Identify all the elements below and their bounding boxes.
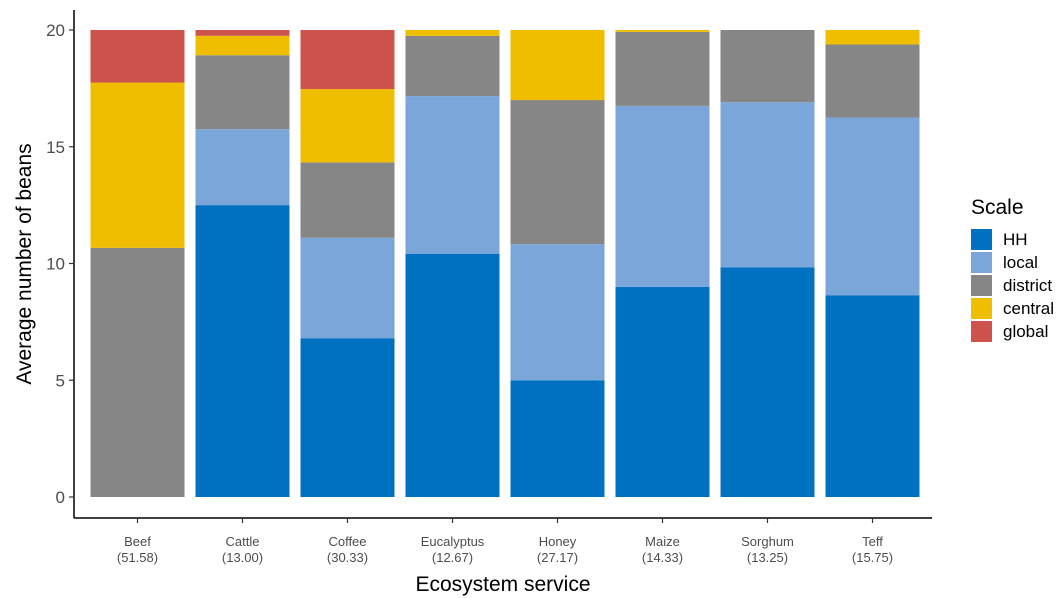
legend-swatch-local [971,252,992,273]
bar-coffee-district [300,162,395,238]
bar-cattle-hh [195,205,290,497]
bar-maize-district [615,31,710,106]
x-tick-sublabel-teff: (15.75) [852,550,893,565]
bar-beef-district [90,247,185,497]
x-tick-label-maize: Maize [645,534,680,549]
bar-beef-global [90,30,185,83]
bar-teff-hh [825,295,920,497]
legend-swatch-district [971,275,992,296]
y-tick-label: 10 [46,255,65,274]
bar-sorghum-hh [720,267,815,497]
x-tick-sublabel-eucalyptus: (12.67) [432,550,473,565]
bar-cattle-local [195,129,290,206]
legend-label-district: district [1003,276,1052,295]
legend-swatch-central [971,298,992,319]
bar-teff-district [825,44,920,118]
bars-layer [90,30,920,497]
bar-eucalyptus-hh [405,253,500,497]
bar-cattle-district [195,55,290,130]
y-axis-ticks: 0 5 10 15 20 [46,21,74,507]
bar-honey-local [510,244,605,381]
bar-maize-hh [615,286,710,497]
bar-teff-central [825,30,920,45]
x-tick-label-coffee: Coffee [328,534,366,549]
bar-coffee-global [300,30,395,90]
bar-cattle-global [195,30,290,36]
bar-beef-central [90,82,185,248]
legend-title: Scale [971,196,1024,219]
legend-swatch-hh [971,229,992,250]
bar-eucalyptus-local [405,96,500,254]
bar-honey-district [510,100,605,245]
bar-eucalyptus-district [405,35,500,97]
bar-coffee-central [300,89,395,163]
bar-coffee-local [300,237,395,339]
x-tick-sublabel-coffee: (30.33) [327,550,368,565]
x-tick-label-teff: Teff [862,534,883,549]
bar-sorghum-district [720,30,815,103]
legend-label-global: global [1003,322,1048,341]
legend-swatch-global [971,321,992,342]
y-tick-label: 0 [56,488,65,507]
x-tick-sublabel-maize: (14.33) [642,550,683,565]
x-axis-title: Ecosystem service [415,573,590,596]
legend-label-hh: HH [1003,230,1028,249]
legend-label-central: central [1003,299,1054,318]
bar-eucalyptus-central [405,30,500,36]
y-tick-label: 20 [46,21,65,40]
y-tick-label: 5 [56,371,65,390]
x-tick-label-sorghum: Sorghum [741,534,794,549]
y-axis-title: Average number of beans [13,143,36,384]
x-tick-label-honey: Honey [539,534,577,549]
x-tick-sublabel-sorghum: (13.25) [747,550,788,565]
x-axis-ticks: Beef(51.58) Cattle(13.00) Coffee(30.33) Euc… [117,518,893,565]
bar-honey-central [510,30,605,101]
x-tick-sublabel-cattle: (13.00) [222,550,263,565]
legend-items: HH local district central global [971,229,1054,342]
bar-sorghum-local [720,102,815,268]
bar-maize-local [615,105,710,287]
bar-maize-central [615,30,710,32]
x-tick-sublabel-honey: (27.17) [537,550,578,565]
legend: Scale HH local district central global [971,196,1054,342]
x-tick-sublabel-beef: (51.58) [117,550,158,565]
bar-teff-local [825,117,920,296]
x-tick-label-cattle: Cattle [226,534,260,549]
bar-honey-hh [510,380,605,497]
y-tick-label: 15 [46,138,65,157]
x-tick-label-beef: Beef [124,534,151,549]
bar-coffee-hh [300,338,395,497]
bar-cattle-central [195,35,290,56]
legend-label-local: local [1003,253,1038,272]
x-tick-label-eucalyptus: Eucalyptus [421,534,485,549]
